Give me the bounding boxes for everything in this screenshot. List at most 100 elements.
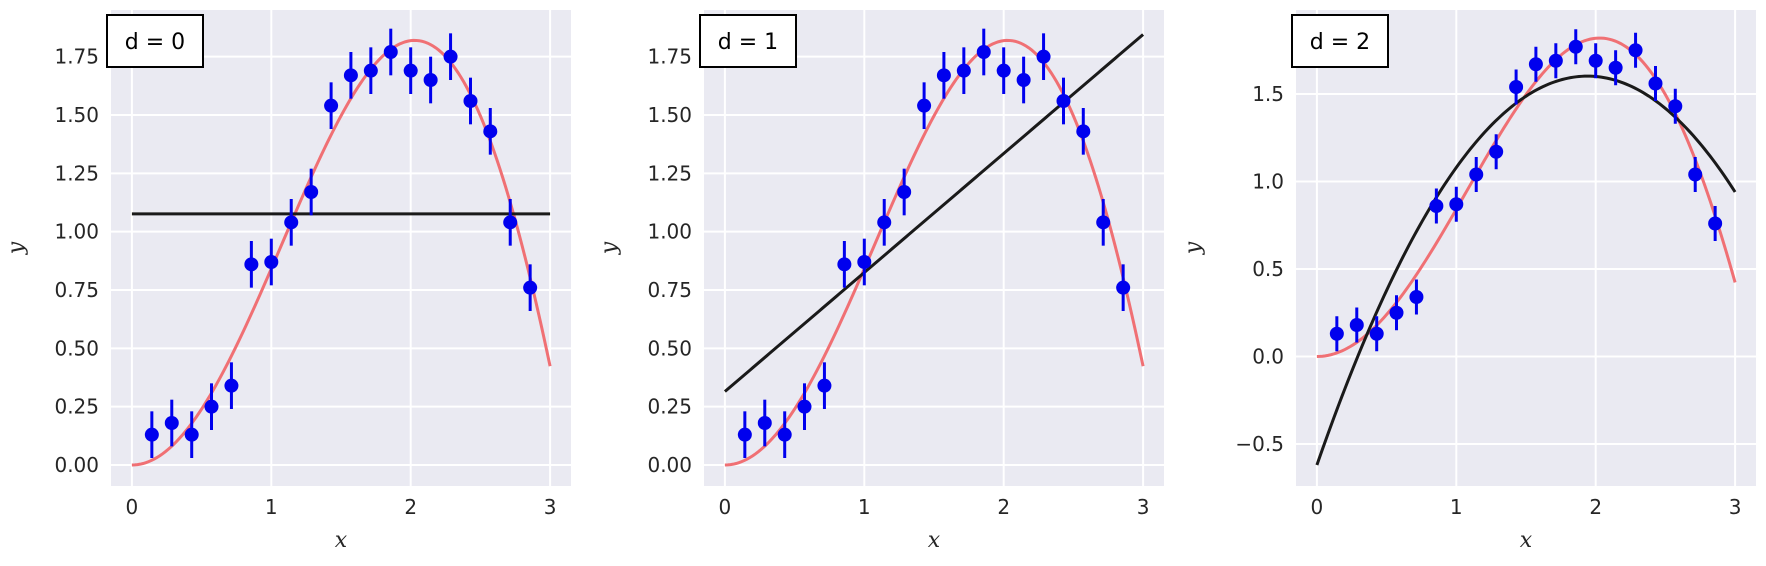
- y-tick-label: 1.75: [647, 45, 692, 69]
- data-point: [403, 63, 418, 78]
- data-point: [1648, 76, 1663, 91]
- data-point: [1668, 99, 1683, 114]
- data-point: [1608, 60, 1623, 75]
- data-point: [1369, 326, 1384, 341]
- true-curve-line: [724, 38, 1145, 467]
- data-point: [1429, 199, 1444, 213]
- data-point: [383, 45, 398, 59]
- y-tick-label: −0.5: [1235, 432, 1284, 456]
- x-tick-label: 3: [1729, 495, 1742, 519]
- data-point: [343, 68, 358, 83]
- panel-label: d = 0: [125, 30, 185, 55]
- data-point: [996, 63, 1011, 78]
- data-point: [877, 215, 892, 230]
- x-tick-label: 3: [1137, 495, 1150, 519]
- y-tick-label: 0.25: [54, 395, 99, 419]
- data-point: [1568, 39, 1583, 54]
- x-axis-label: x: [1520, 528, 1533, 553]
- data-point: [976, 45, 991, 59]
- data-point: [363, 63, 378, 78]
- data-point: [304, 185, 319, 199]
- x-tick-label: 2: [1589, 495, 1602, 519]
- y-tick-label: 0.00: [647, 453, 692, 477]
- x-axis-label: x: [928, 528, 941, 553]
- data-point: [1389, 305, 1404, 320]
- data-point: [897, 185, 912, 199]
- panel-d1: 0 1 2 3 0.00 0.25 0.50 0.75 1.00 1.25 1.50 1.75 x y d …: [597, 10, 1164, 553]
- data-point: [1036, 49, 1051, 64]
- data-point: [184, 427, 199, 442]
- y-tick-label: 1.25: [647, 161, 692, 185]
- data-point: [1056, 94, 1071, 108]
- panel-label: d = 2: [1310, 30, 1370, 55]
- data-point: [1588, 53, 1603, 68]
- y-tick-label: 1.25: [54, 161, 99, 185]
- data-point: [1688, 167, 1703, 182]
- data-point: [817, 378, 832, 393]
- x-tick-label: 1: [858, 495, 871, 519]
- y-tick-label: 0.00: [54, 453, 99, 477]
- data-point: [244, 257, 259, 272]
- data-point: [1469, 167, 1484, 182]
- data-point: [857, 255, 872, 269]
- y-tick-label: 1.0: [1252, 170, 1284, 194]
- polynomial-fit-line: [723, 33, 1145, 393]
- y-tick-label: 0.0: [1252, 345, 1284, 369]
- data-point: [224, 378, 239, 393]
- panel-label-box: [1291, 14, 1389, 68]
- data-point: [1489, 144, 1504, 159]
- plot-area: [1296, 10, 1756, 486]
- y-tick-label: 1.00: [647, 220, 692, 244]
- data-point: [1096, 215, 1111, 230]
- data-point: [264, 255, 279, 269]
- panel-d2: 0 1 2 3 −0.5 0.0 0.5 1.0 1.5 x y d = 2: [1181, 10, 1756, 553]
- data-point: [284, 215, 299, 230]
- data-point: [204, 399, 219, 414]
- data-point: [324, 98, 339, 113]
- data-point: [1708, 216, 1723, 231]
- data-point: [1329, 326, 1344, 341]
- y-tick-label: 1.00: [54, 220, 99, 244]
- x-tick-label: 2: [997, 495, 1010, 519]
- data-point: [503, 215, 518, 230]
- data-point: [777, 427, 792, 442]
- y-tick-label: 0.75: [54, 278, 99, 302]
- data-point: [1628, 43, 1643, 58]
- data-point: [1528, 57, 1543, 72]
- panel-d0: 0 1 2 3 0.00 0.25 0.50 0.75 1.00 1.25 1.50 1.75 x y d …: [4, 10, 571, 553]
- y-tick-label: 0.50: [647, 336, 692, 360]
- y-axis-label: y: [4, 241, 29, 255]
- panel-label-box: [106, 14, 204, 68]
- data-point: [757, 416, 772, 430]
- y-tick-label: 0.5: [1252, 257, 1284, 281]
- data-point: [797, 399, 812, 414]
- plot-area: [111, 10, 571, 486]
- y-tick-label: 0.25: [647, 395, 692, 419]
- y-tick-label: 1.5: [1252, 82, 1284, 106]
- panel-label: d = 1: [718, 30, 778, 55]
- y-axis-label: y: [597, 241, 622, 255]
- data-point: [1449, 197, 1464, 212]
- x-axis-label: x: [335, 528, 348, 553]
- polynomial-fit-line: [1315, 74, 1737, 466]
- plot-area: [704, 10, 1164, 486]
- y-tick-label: 0.50: [54, 336, 99, 360]
- data-point: [956, 63, 971, 78]
- data-point: [523, 280, 538, 295]
- panel-label-box: [699, 14, 797, 68]
- data-point: [1509, 80, 1524, 94]
- y-tick-label: 1.50: [647, 103, 692, 127]
- data-point: [1116, 280, 1131, 295]
- x-tick-label: 0: [1311, 495, 1324, 519]
- data-point: [463, 94, 478, 108]
- x-tick-label: 3: [544, 495, 557, 519]
- y-tick-label: 1.75: [54, 45, 99, 69]
- data-point: [164, 416, 179, 430]
- x-tick-label: 0: [126, 495, 139, 519]
- x-tick-label: 2: [404, 495, 417, 519]
- data-point: [483, 124, 498, 139]
- data-point: [1076, 124, 1091, 139]
- data-point: [936, 68, 951, 83]
- x-tick-label: 1: [265, 495, 278, 519]
